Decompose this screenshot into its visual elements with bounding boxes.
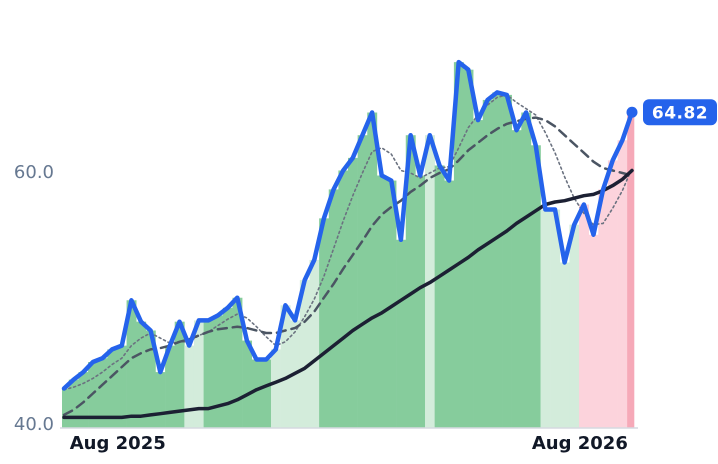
price-area xyxy=(376,175,387,428)
price-area xyxy=(521,112,532,429)
price-area xyxy=(511,130,522,428)
price-area xyxy=(165,345,176,428)
price-area xyxy=(145,330,156,428)
series-line xyxy=(62,116,634,417)
price-area xyxy=(473,120,484,428)
price-area xyxy=(386,180,397,428)
price-area xyxy=(550,209,561,428)
price-area xyxy=(415,175,426,428)
price-area xyxy=(482,99,493,429)
price-area xyxy=(193,320,204,428)
price-area xyxy=(453,62,464,429)
price-area xyxy=(242,340,253,428)
price-area xyxy=(126,300,137,428)
price-area xyxy=(579,204,589,428)
price-area xyxy=(116,345,127,428)
price-area xyxy=(530,145,541,428)
price-area xyxy=(559,262,570,428)
price-area xyxy=(261,359,272,428)
price-area xyxy=(136,321,147,428)
price-area xyxy=(232,297,243,428)
price-area xyxy=(97,358,108,428)
price-area xyxy=(213,315,224,428)
price-area xyxy=(617,140,628,429)
price-area xyxy=(607,160,618,428)
price-area xyxy=(155,372,166,428)
price-area xyxy=(569,224,580,428)
price-area xyxy=(107,349,118,428)
last-value-badge xyxy=(643,99,717,126)
price-area xyxy=(280,305,291,428)
price-area xyxy=(62,388,70,428)
price-area xyxy=(492,92,503,429)
price-area xyxy=(405,135,416,428)
price-area xyxy=(78,372,89,428)
price-area xyxy=(203,320,214,428)
price-area xyxy=(540,209,551,428)
price-area xyxy=(598,189,609,428)
y-tick-label: 40.0 xyxy=(14,414,54,435)
price-area xyxy=(588,234,599,428)
price-area xyxy=(270,349,281,428)
last-point xyxy=(626,106,638,118)
price-area xyxy=(222,307,233,428)
price-area xyxy=(319,218,330,428)
price-area xyxy=(184,345,195,428)
price-area xyxy=(434,165,445,428)
x-tick-label: Aug 2025 xyxy=(70,433,166,454)
series-line xyxy=(62,168,634,420)
price-area xyxy=(396,239,407,428)
x-tick-label: Aug 2026 xyxy=(532,433,628,454)
y-tick-label: 60.0 xyxy=(14,162,54,183)
price-area xyxy=(68,379,79,428)
price-area xyxy=(627,112,635,428)
price-area xyxy=(174,321,185,428)
price-area xyxy=(251,359,262,428)
price-area xyxy=(502,94,512,428)
price-area xyxy=(328,189,339,428)
last-value-label: 64.82 xyxy=(652,103,708,123)
price-area xyxy=(444,180,455,428)
price-area xyxy=(463,69,474,429)
series-line xyxy=(61,59,635,391)
price-area xyxy=(309,259,320,428)
price-area xyxy=(338,170,349,429)
price-area xyxy=(348,157,358,428)
price-area xyxy=(367,112,378,429)
price-area xyxy=(299,280,310,428)
price-area xyxy=(357,135,368,428)
